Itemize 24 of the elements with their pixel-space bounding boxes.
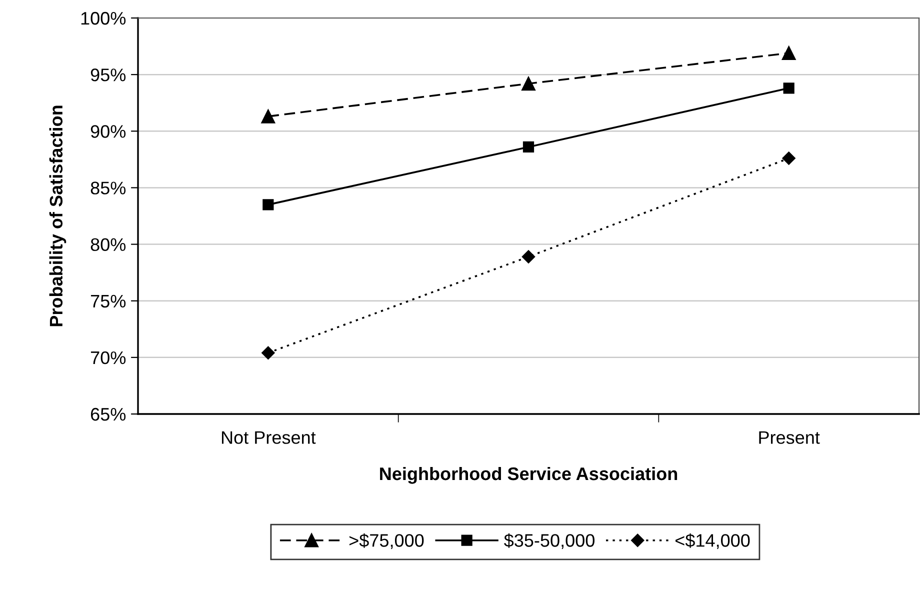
point [522, 250, 536, 264]
y-tick-label: 80% [90, 238, 126, 252]
y-tick-label: 95% [90, 68, 126, 82]
point [261, 109, 276, 124]
x-tick-label: Present [759, 431, 820, 444]
y-tick-label: 90% [90, 125, 126, 138]
point [783, 82, 794, 94]
x-tick-label: Not Present [222, 431, 316, 444]
point [262, 199, 274, 210]
y-tick-label: 65% [90, 408, 126, 421]
x-axis-title: Neighborhood Service Association [380, 466, 678, 484]
y-tick-label: 70% [90, 351, 126, 364]
legend-label: <$14,000 [676, 533, 750, 549]
point [262, 346, 275, 360]
point [522, 141, 534, 153]
legend-label: $35-50,000 [504, 533, 594, 549]
y-tick-label: 100% [81, 12, 126, 25]
y-tick-label: 85% [90, 182, 126, 194]
y-tick-label: 75% [90, 294, 126, 308]
point [522, 76, 536, 91]
point [782, 46, 796, 60]
y-axis-title: Probability of Satisfaction [49, 106, 66, 326]
point [782, 152, 796, 165]
legend-label: >$75,000 [349, 533, 424, 549]
